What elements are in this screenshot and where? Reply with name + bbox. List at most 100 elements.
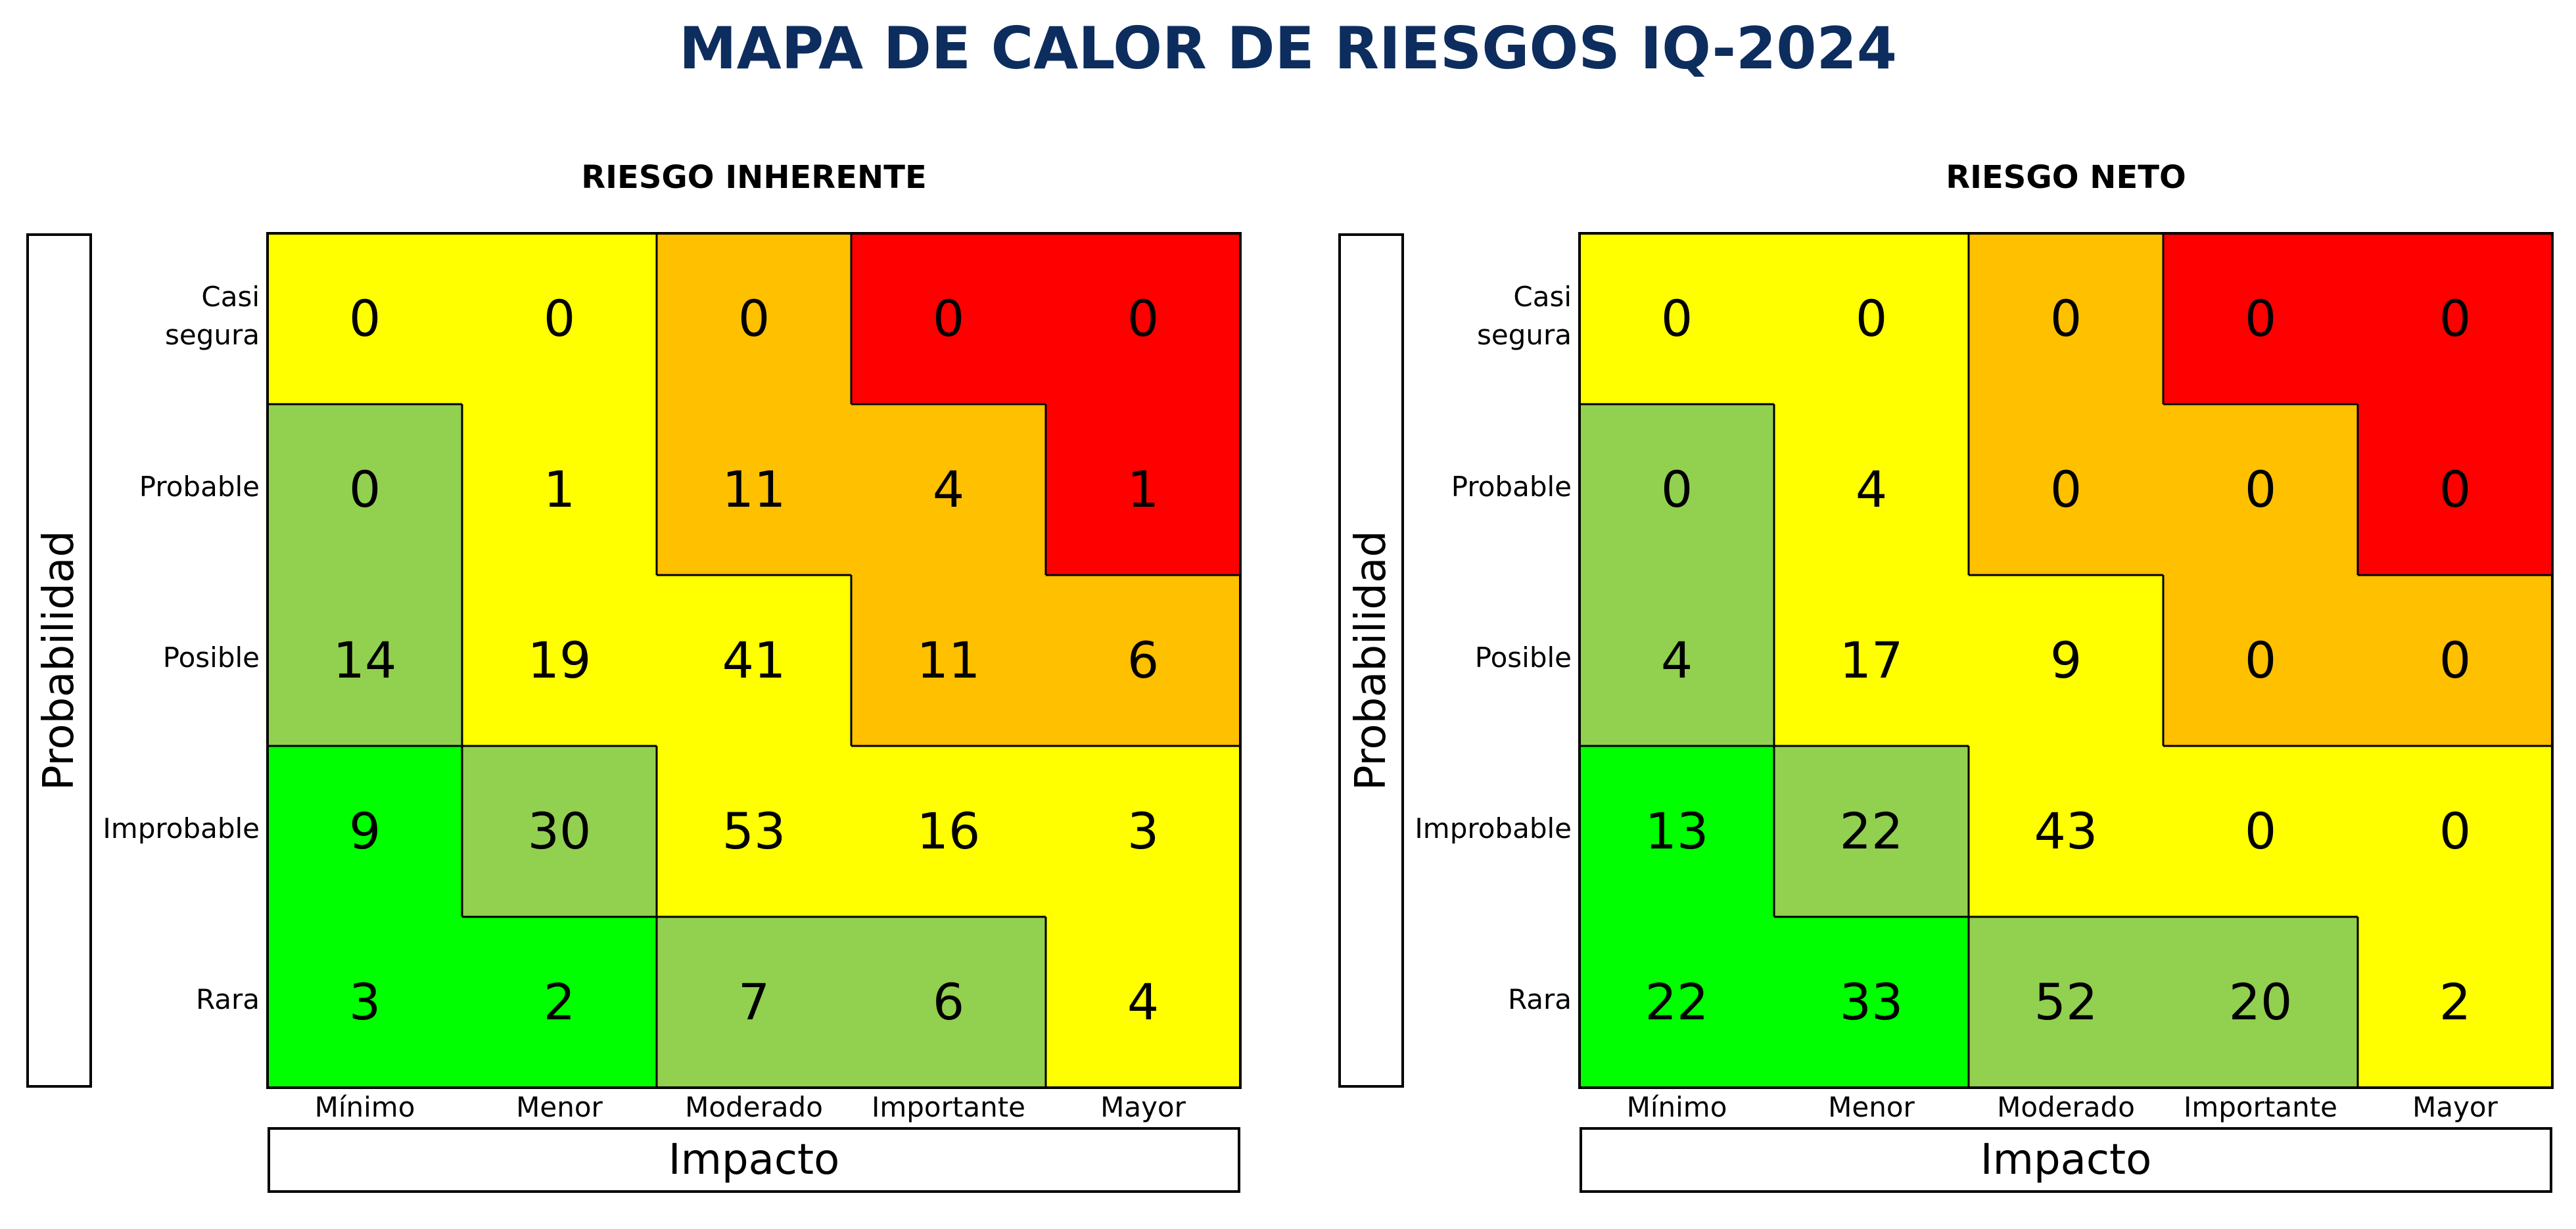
heatmap-panel-inherent: RIESGO INHERENTE Probabilidad Casi segura…: [26, 159, 1242, 1193]
heatmap-cell: [657, 575, 852, 747]
heatmap-cell: [2358, 404, 2553, 576]
row-label: Posible: [1474, 641, 1572, 674]
row-label: Rara: [1507, 983, 1572, 1015]
cell-value: 0: [544, 289, 575, 348]
heatmap-cell: [462, 233, 657, 405]
heatmap-cell: [851, 917, 1046, 1088]
cell-value: 4: [933, 460, 964, 519]
row-labels: Casi segura Probable Posible Improbable Rara: [95, 233, 260, 1088]
heatmap-cell: [462, 404, 657, 576]
column-label: Moderado: [685, 1091, 823, 1123]
cell-value: 53: [722, 802, 786, 860]
cell-value: 20: [2229, 973, 2293, 1031]
cell-value: 0: [2245, 289, 2276, 348]
row-label: Probable: [1451, 471, 1572, 503]
heatmap-cell: [851, 233, 1046, 405]
heatmap-cell: [462, 746, 657, 917]
cell-value: 0: [2245, 802, 2276, 860]
heatmap-cell: [1580, 404, 1775, 576]
cell-value: 43: [2034, 802, 2098, 860]
cell-value: 1: [1127, 460, 1159, 519]
cell-value: 0: [2050, 289, 2082, 348]
cell-value: 4: [1661, 631, 1693, 689]
heatmap-cell: [1969, 575, 2164, 747]
cell-value: 13: [1645, 802, 1709, 860]
cell-value: 30: [528, 802, 592, 860]
cell-value: 22: [1645, 973, 1709, 1031]
cell-value: 0: [1127, 289, 1159, 348]
heatmap-grid: 0 0 0 0 00 1 11 4 114 19 41 11 69 30 53 16 33 2 7 6 4: [266, 232, 1242, 1089]
heatmap-cell: [1969, 233, 2164, 405]
page-title: MAPA DE CALOR DE RIESGOS IQ-2024: [679, 14, 1897, 82]
column-label: Moderado: [1997, 1091, 2135, 1123]
heatmap-cell: [1046, 233, 1241, 405]
column-label: Mínimo: [314, 1091, 415, 1123]
heatmap-panel-net: RIESGO NETO Probabilidad Casi segura Proba…: [1312, 0, 2576, 1229]
cell-value: 0: [2439, 631, 2471, 689]
cell-value: 0: [349, 289, 381, 348]
row-label: Probable: [139, 471, 260, 503]
cell-value: 16: [917, 802, 981, 860]
cell-value: 3: [349, 973, 381, 1031]
cell-value: 9: [2050, 631, 2082, 689]
panel-title: RIESGO NETO: [1946, 159, 2186, 196]
cell-value: 11: [722, 460, 786, 519]
cell-value: 0: [1661, 460, 1693, 519]
cell-value: 7: [738, 973, 770, 1031]
heatmap-cell: [1580, 917, 1775, 1088]
cell-value: 0: [933, 289, 964, 348]
heatmap-cell: [268, 233, 463, 405]
heatmap-cell: [657, 233, 852, 405]
column-label: Mayor: [2412, 1091, 2498, 1123]
column-label: Importante: [2183, 1091, 2338, 1123]
heatmap-cell: [1580, 575, 1775, 747]
column-labels: Mínimo Menor Moderado Importante Mayor: [268, 1091, 1240, 1130]
heatmap-cell: [1580, 746, 1775, 917]
cell-value: 33: [1840, 973, 1904, 1031]
heatmap-cell: [2358, 746, 2553, 917]
heatmap-cell: [1969, 917, 2164, 1088]
heatmap-cell: [1774, 575, 1969, 747]
row-label: Improbable: [103, 812, 260, 845]
y-axis-label-box: Probabilidad: [1338, 233, 1404, 1088]
cell-value: 0: [1661, 289, 1693, 348]
cell-value: 0: [2245, 460, 2276, 519]
row-label: Casi segura: [164, 281, 260, 351]
heatmap-cell: [851, 746, 1046, 917]
row-label: Posible: [162, 641, 260, 674]
heatmap-cell: [2163, 233, 2358, 405]
x-axis-label: Impacto: [268, 1127, 1240, 1193]
cell-value: 11: [917, 631, 981, 689]
column-labels: Mínimo Menor Moderado Importante Mayor: [1580, 1091, 2552, 1130]
heatmap-cell: [1774, 746, 1969, 917]
heatmap-cell: [268, 917, 463, 1088]
y-axis-label: Probabilidad: [1347, 530, 1395, 791]
column-label: Menor: [1828, 1091, 1915, 1123]
row-label: Rara: [195, 983, 260, 1015]
heatmap-cell: [1580, 233, 1775, 405]
column-label: Mínimo: [1626, 1091, 1727, 1123]
cell-value: 9: [349, 802, 381, 860]
column-label: Mayor: [1100, 1091, 1186, 1123]
grid-border: [266, 232, 1242, 1089]
heatmap-cell: [2358, 575, 2553, 747]
heatmap-cell: [1046, 575, 1241, 747]
y-axis-label: Probabilidad: [35, 530, 83, 791]
cell-value: 0: [2050, 460, 2082, 519]
heatmap-cell: [851, 404, 1046, 576]
cell-value: 0: [2439, 460, 2471, 519]
cell-value: 0: [1856, 289, 1887, 348]
panel-title: RIESGO INHERENTE: [581, 159, 927, 196]
heatmap-cell: [1046, 746, 1241, 917]
cell-value: 6: [933, 973, 964, 1031]
cell-value: 0: [738, 289, 770, 348]
heatmap-cell: [851, 575, 1046, 747]
column-label: Menor: [516, 1091, 603, 1123]
cell-value: 4: [1856, 460, 1887, 519]
heatmap-cell: [462, 917, 657, 1088]
cell-value: 52: [2034, 973, 2098, 1031]
cell-value: 22: [1840, 802, 1904, 860]
heatmap-cell: [657, 404, 852, 576]
cell-value: 0: [2245, 631, 2276, 689]
heatmap-cell: [462, 575, 657, 747]
